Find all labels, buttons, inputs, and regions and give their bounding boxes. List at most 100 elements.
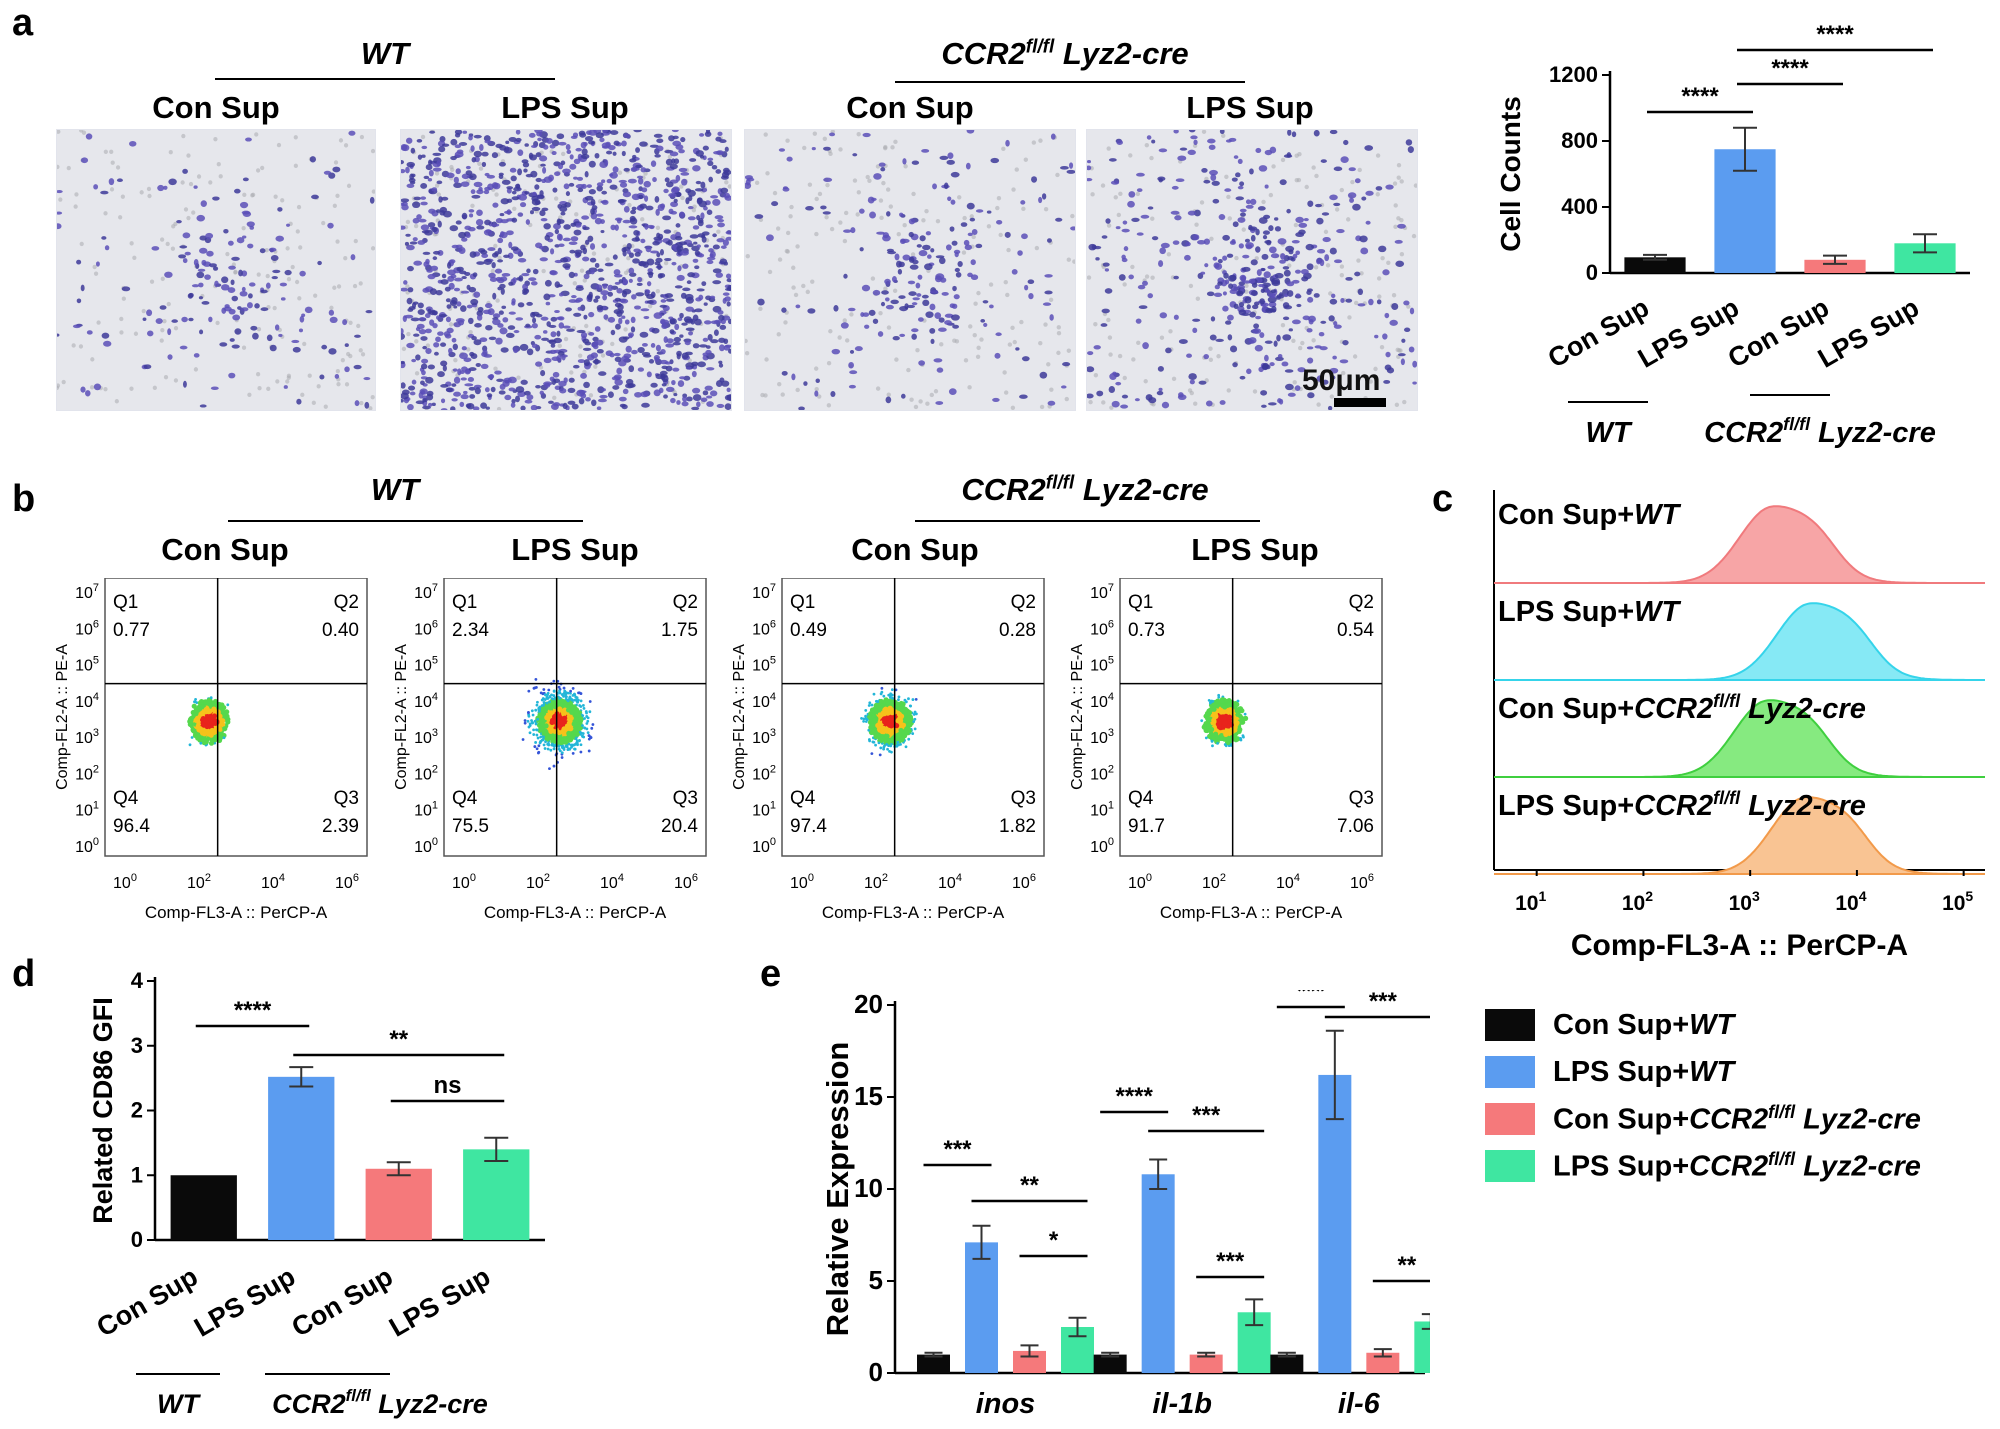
event-dot — [590, 726, 594, 730]
stained-cell — [921, 294, 929, 299]
event-dot — [547, 688, 551, 692]
stained-cell — [465, 165, 471, 170]
membrane-pore — [286, 375, 291, 380]
stained-cell — [450, 406, 456, 410]
significance-label: **** — [1771, 55, 1809, 82]
stained-cell — [952, 285, 957, 292]
stained-cell — [1255, 246, 1261, 253]
stained-cell — [630, 326, 636, 333]
stained-cell — [568, 271, 575, 279]
stained-cell — [1197, 240, 1206, 245]
stained-cell — [660, 348, 666, 355]
stained-cell — [1307, 288, 1313, 292]
membrane-pore — [285, 246, 290, 251]
membrane-pore — [764, 357, 769, 362]
stained-cell — [965, 162, 971, 170]
stained-cell — [591, 341, 598, 348]
stained-cell — [1269, 308, 1277, 313]
stained-cell — [473, 134, 482, 139]
stained-cell — [726, 278, 731, 283]
stained-cell — [994, 352, 1001, 359]
stained-cell — [1135, 318, 1142, 324]
stained-cell — [421, 145, 428, 150]
stained-cell — [597, 398, 607, 403]
stained-cell — [700, 212, 705, 220]
membrane-pore — [370, 246, 375, 251]
stained-cell — [639, 141, 648, 147]
stained-cell — [657, 204, 665, 211]
membrane-pore — [321, 220, 326, 226]
stained-cell — [421, 358, 429, 364]
stained-cell — [609, 352, 615, 358]
stained-cell — [660, 299, 667, 303]
stained-cell — [1384, 312, 1390, 319]
membrane-pore — [215, 320, 220, 326]
stained-cell — [705, 224, 713, 229]
stained-cell — [598, 277, 605, 281]
stained-cell — [510, 246, 519, 251]
stained-cell — [535, 385, 541, 389]
stained-cell — [515, 395, 521, 403]
event-dot — [208, 740, 215, 746]
stained-cell — [143, 364, 152, 370]
event-dot — [874, 743, 877, 747]
stained-cell — [676, 353, 681, 360]
stained-cell — [610, 224, 616, 231]
panel-letter-b: b — [12, 478, 36, 520]
stained-cell — [526, 348, 534, 356]
stained-cell — [706, 209, 713, 215]
stained-cell — [843, 273, 848, 279]
flow-plot-2: Q10.49Q20.28Q31.82Q497.41001011021031041… — [731, 578, 1045, 922]
stained-cell — [653, 354, 660, 361]
event-dot — [532, 728, 536, 732]
stained-cell — [781, 307, 787, 313]
stained-cell — [717, 222, 725, 228]
event-dot — [578, 691, 581, 695]
membrane-pore — [1359, 271, 1364, 276]
membrane-pore — [1208, 346, 1213, 351]
stained-cell — [601, 243, 607, 249]
event-dot — [570, 698, 574, 702]
stained-cell — [1265, 289, 1270, 293]
event-dot — [526, 719, 530, 723]
stained-cell — [1277, 398, 1282, 404]
group-rule-wt-a — [215, 78, 555, 80]
membrane-pore — [275, 379, 280, 384]
membrane-pore — [348, 320, 353, 325]
stained-cell — [1055, 217, 1063, 222]
stained-cell — [101, 236, 107, 240]
stained-cell — [559, 206, 568, 212]
membrane-pore — [160, 327, 165, 333]
event-dot — [535, 733, 539, 737]
stained-cell — [947, 196, 952, 202]
stained-cell — [247, 302, 253, 309]
membrane-pore — [180, 180, 185, 185]
stained-cell — [1175, 178, 1185, 183]
group-label-ko-a: CCR2fl/fl Lyz2-cre — [941, 36, 1189, 71]
event-dot — [552, 689, 556, 693]
stained-cell — [1389, 319, 1398, 326]
stained-cell — [1262, 362, 1269, 370]
y-tick-label: 104 — [414, 691, 438, 711]
membrane-pore — [358, 281, 363, 286]
stained-cell — [142, 317, 147, 321]
stained-cell — [946, 159, 955, 165]
membrane-pore — [867, 178, 872, 183]
stained-cell — [618, 179, 627, 184]
event-dot — [539, 735, 543, 739]
membrane-pore — [855, 212, 860, 217]
flow-plot-1: Q12.34Q21.75Q320.4Q475.51001011021031041… — [393, 578, 707, 922]
stained-cell — [975, 209, 984, 213]
stained-cell — [611, 376, 621, 381]
stained-cell — [1185, 241, 1191, 247]
membrane-pore — [1107, 335, 1113, 340]
stained-cell — [1260, 268, 1266, 272]
stained-cell — [485, 406, 490, 410]
stained-cell — [283, 385, 288, 389]
stained-cell — [234, 328, 242, 335]
stained-cell — [607, 291, 613, 297]
stained-cell — [712, 244, 720, 250]
stained-cell — [589, 257, 597, 263]
stained-cell — [354, 400, 360, 407]
stained-cell — [1277, 238, 1287, 245]
